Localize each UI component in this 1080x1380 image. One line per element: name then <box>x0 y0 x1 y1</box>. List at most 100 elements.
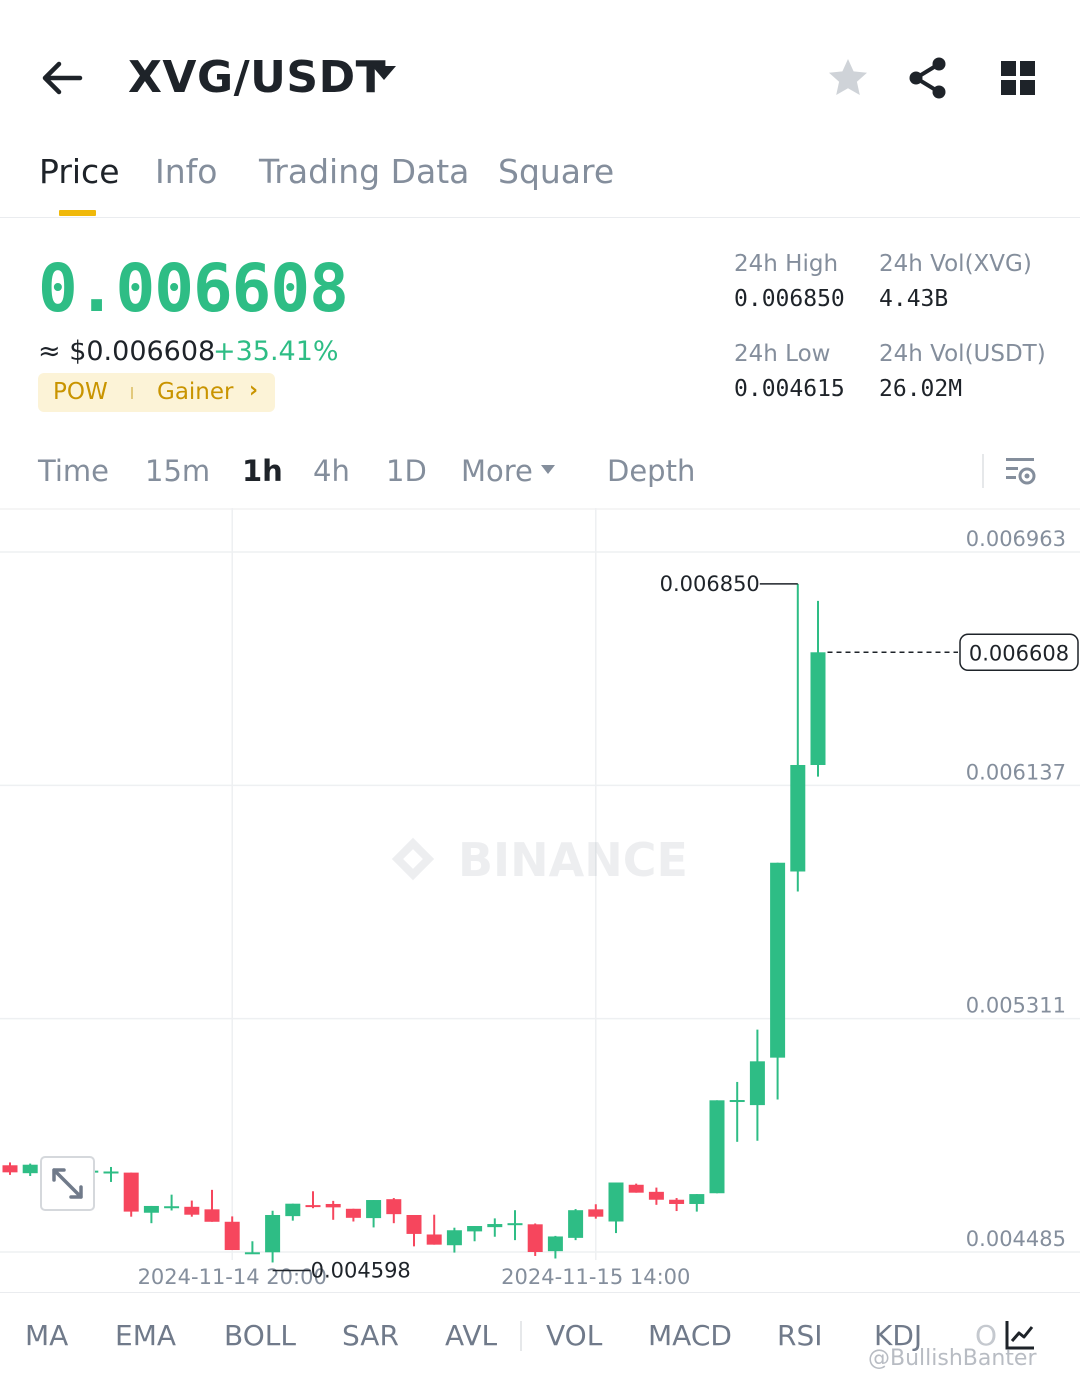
interval-separator <box>982 454 984 488</box>
candle-body <box>2 1165 18 1173</box>
y-tick-label: 0.006963 <box>966 527 1066 551</box>
current-price-box <box>959 633 1079 672</box>
share-icon[interactable] <box>906 56 950 100</box>
indicator-settings-icon[interactable] <box>1004 1319 1036 1351</box>
interval-1d[interactable]: 1D <box>386 454 427 488</box>
indicator-ma[interactable]: MA <box>25 1319 69 1352</box>
pair-title[interactable]: XVG/USDT <box>128 52 387 103</box>
indicator-sar[interactable]: SAR <box>342 1319 399 1352</box>
candlestick-chart[interactable]: BINANCE 0.006963 0.006137 0.005311 0.004485… <box>0 508 1080 1292</box>
candle-body <box>689 1194 705 1204</box>
tab-square[interactable]: Square <box>498 152 615 191</box>
candle-body <box>709 1100 725 1194</box>
y-tick-label: 0.006137 <box>966 760 1066 784</box>
indicator-boll[interactable]: BOLL <box>224 1319 296 1352</box>
more-caret-icon <box>541 465 555 474</box>
candle-body <box>345 1208 361 1218</box>
pair-dropdown-caret-icon[interactable] <box>372 66 396 80</box>
usd-price: ≈ $0.006608 <box>38 336 216 367</box>
x-tick-label: 2024-11-15 14:00 <box>501 1265 690 1289</box>
candle-body <box>426 1234 442 1245</box>
candle-body <box>770 862 786 1058</box>
candle-body <box>648 1191 664 1200</box>
section-tabs: Price Info Trading Data Square <box>0 140 1080 218</box>
current-price-label: 0.006608 <box>969 641 1069 665</box>
grid-menu-icon[interactable] <box>996 56 1040 100</box>
candle-body <box>366 1200 382 1219</box>
expand-arrows-icon <box>52 1168 83 1199</box>
interval-4h[interactable]: 4h <box>313 454 350 488</box>
interval-depth[interactable]: Depth <box>607 454 696 488</box>
interval-1h[interactable]: 1h <box>242 454 283 488</box>
last-price: 0.006608 <box>38 250 349 327</box>
candle-body <box>507 1223 523 1226</box>
favorite-star-icon[interactable] <box>826 56 870 100</box>
tag-chip[interactable]: POW Gainer › <box>38 373 275 412</box>
candle-body <box>285 1203 301 1217</box>
interval-more[interactable]: More <box>461 454 533 488</box>
footer-watermark: @BullishBanter <box>868 1346 1037 1371</box>
candlestick-chart-area[interactable]: BINANCE 0.006963 0.006137 0.005311 0.004485… <box>0 508 1080 1292</box>
chart-watermark-text: BINANCE <box>458 833 688 887</box>
high-label: 24h High <box>734 251 839 277</box>
candle-body <box>265 1214 281 1253</box>
candle-body <box>749 1061 765 1106</box>
candle-body <box>588 1209 604 1217</box>
chart-settings-icon[interactable] <box>1004 454 1038 488</box>
min-price-label: 0.004598 <box>311 1258 411 1282</box>
candle-body <box>386 1199 402 1215</box>
indicator-rsi[interactable]: RSI <box>777 1319 823 1352</box>
indicator-more[interactable]: O <box>975 1319 998 1352</box>
candle-body <box>184 1206 200 1215</box>
candle-body <box>325 1203 341 1208</box>
candle-body <box>608 1182 624 1222</box>
candle-body <box>164 1206 180 1209</box>
vol-quote-value: 26.02M <box>879 376 963 402</box>
candle-body <box>22 1164 38 1174</box>
candle-body <box>244 1252 260 1255</box>
indicator-kdj[interactable]: KDJ <box>874 1319 923 1352</box>
fullscreen-button[interactable] <box>40 1156 95 1211</box>
tab-price[interactable]: Price <box>39 152 120 191</box>
low-value: 0.004615 <box>734 376 845 402</box>
candle-body <box>790 764 806 872</box>
top-bar: XVG/USDT <box>0 0 1080 140</box>
indicator-vol[interactable]: VOL <box>546 1319 603 1352</box>
interval-15m[interactable]: 15m <box>145 454 211 488</box>
interval-bar: Time 15m 1h 4h 1D More Depth <box>0 440 1080 508</box>
tag-pow: POW <box>53 379 108 405</box>
candle-body <box>204 1209 220 1222</box>
tag-separator <box>131 387 133 399</box>
max-price-label: 0.006850 <box>660 572 760 596</box>
active-tab-indicator <box>59 210 96 216</box>
indicator-ema[interactable]: EMA <box>115 1319 177 1352</box>
candle-body <box>143 1205 159 1213</box>
tag-gainer: Gainer <box>157 379 234 405</box>
low-label: 24h Low <box>734 341 831 367</box>
candle-body <box>224 1221 240 1251</box>
indicator-separator <box>520 1321 522 1351</box>
y-tick-label: 0.005311 <box>966 994 1066 1018</box>
indicator-avl[interactable]: AVL <box>445 1319 498 1352</box>
candle-body <box>527 1224 543 1252</box>
candle-body <box>103 1171 119 1174</box>
candle-body <box>123 1172 139 1212</box>
candle-body <box>487 1224 503 1228</box>
candle-body <box>669 1199 685 1204</box>
candle-body <box>810 652 826 765</box>
candle-body <box>467 1226 483 1232</box>
candle-body <box>628 1184 644 1193</box>
candle-body <box>305 1205 321 1208</box>
binance-logo-icon <box>391 837 435 881</box>
back-arrow-icon[interactable] <box>40 58 84 98</box>
price-change-percent: +35.41% <box>213 336 339 367</box>
tab-trading-data[interactable]: Trading Data <box>259 152 470 191</box>
vol-quote-label: 24h Vol(USDT) <box>879 341 1046 367</box>
indicator-macd[interactable]: MACD <box>648 1319 732 1352</box>
candle-body <box>547 1236 563 1252</box>
interval-time[interactable]: Time <box>38 454 109 488</box>
x-tick-label: 2024-11-14 20:00 <box>138 1265 327 1289</box>
tab-info[interactable]: Info <box>155 152 218 191</box>
candle-body <box>568 1210 584 1238</box>
chevron-right-icon: › <box>249 378 259 403</box>
